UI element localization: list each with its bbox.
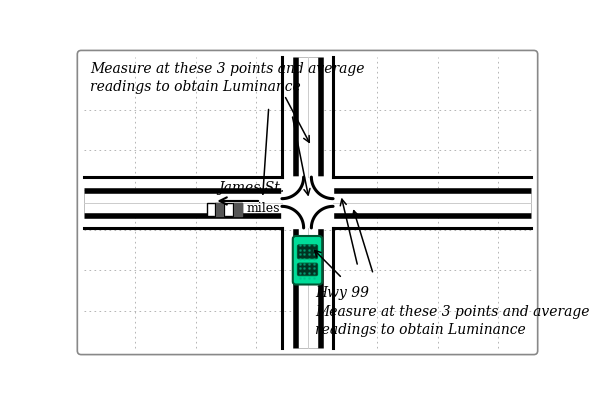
FancyBboxPatch shape bbox=[293, 236, 322, 285]
Text: Hwy 99: Hwy 99 bbox=[315, 286, 369, 300]
Polygon shape bbox=[311, 207, 333, 228]
FancyBboxPatch shape bbox=[77, 51, 538, 354]
Polygon shape bbox=[282, 207, 304, 228]
Bar bbox=[282, 177, 333, 228]
Polygon shape bbox=[282, 177, 304, 198]
Text: James St.: James St. bbox=[218, 181, 284, 195]
Text: Measure at these 3 points and average
readings to obtain Luminance: Measure at these 3 points and average re… bbox=[91, 62, 365, 94]
Polygon shape bbox=[311, 177, 333, 198]
Polygon shape bbox=[282, 177, 333, 228]
Bar bbox=[207, 203, 242, 217]
FancyBboxPatch shape bbox=[298, 263, 317, 275]
FancyBboxPatch shape bbox=[298, 245, 317, 259]
Text: miles: miles bbox=[247, 203, 281, 215]
Text: Measure at these 3 points and average
readings to obtain Luminance: Measure at these 3 points and average re… bbox=[315, 304, 590, 337]
